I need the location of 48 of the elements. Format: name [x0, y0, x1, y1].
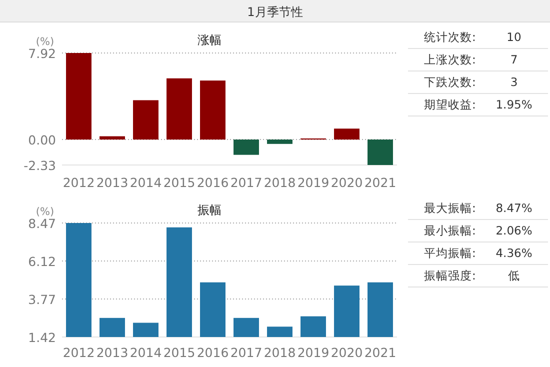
y-tick-label: 8.47	[28, 216, 56, 231]
text: 最大振幅:	[424, 201, 476, 215]
x-tick-label: 2020	[330, 175, 363, 190]
y-tick-label: -2.33	[24, 158, 56, 173]
x-tick-label: 2015	[163, 345, 196, 360]
y-axis-title: (%)	[36, 206, 54, 218]
y-tick-label: 1.42	[28, 330, 56, 345]
text: 平均振幅:	[424, 246, 476, 260]
text: 最小振幅:	[424, 224, 476, 238]
x-tick-label: 2018	[264, 345, 296, 360]
text: 上涨次数:	[424, 52, 476, 66]
x-tick-label: 2020	[330, 345, 363, 360]
x-tick-label: 2021	[364, 345, 396, 360]
x-tick-label: 2019	[297, 345, 330, 360]
text: 振幅强度:	[424, 268, 476, 282]
y-tick-label: 0.00	[28, 132, 56, 148]
y-tick-label: 3.77	[28, 292, 56, 307]
text: 1.95%	[496, 98, 532, 112]
text: 7	[510, 52, 518, 66]
text: 1月季节性	[247, 5, 303, 19]
text: 期望收益:	[424, 98, 476, 112]
x-tick-label: 2018	[264, 175, 296, 190]
text: 3	[510, 75, 518, 89]
x-tick-label: 2017	[230, 175, 262, 190]
text: 4.36%	[496, 246, 532, 260]
y-tick-label: 7.92	[28, 46, 56, 61]
text: 10	[506, 30, 522, 44]
x-tick-label: 2014	[130, 345, 162, 360]
x-tick-label: 2013	[96, 175, 128, 190]
chart-title: 振幅	[198, 203, 222, 217]
x-tick-label: 2013	[96, 345, 128, 360]
y-axis-title: (%)	[36, 36, 54, 48]
y-tick-label: 6.12	[28, 254, 56, 269]
x-tick-label: 2016	[196, 345, 229, 360]
x-tick-label: 2014	[130, 175, 162, 190]
x-tick-label: 2012	[62, 345, 95, 360]
x-tick-label: 2017	[230, 345, 262, 360]
text: 统计次数:	[424, 30, 476, 44]
text: 下跌次数:	[424, 75, 476, 89]
text: 8.47%	[496, 201, 532, 215]
chart-title: 涨幅	[198, 33, 222, 47]
text: 低	[508, 268, 520, 282]
x-tick-label: 2015	[163, 175, 196, 190]
x-tick-label: 2016	[196, 175, 229, 190]
text: 2.06%	[496, 224, 532, 238]
x-tick-label: 2012	[62, 175, 95, 190]
x-tick-label: 2019	[297, 175, 330, 190]
x-tick-label: 2021	[364, 175, 396, 190]
